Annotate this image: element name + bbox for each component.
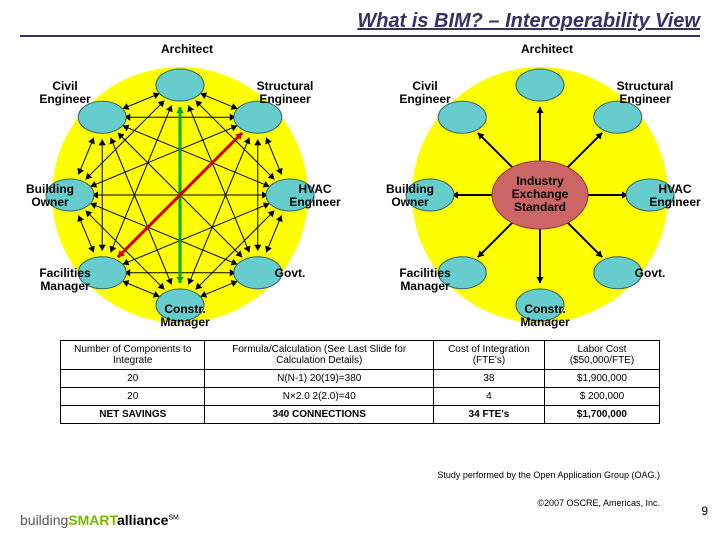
table-header: Formula/Calculation (See Last Slide for …: [205, 341, 433, 370]
title-bar: What is BIM? – Interoperability View: [20, 10, 700, 37]
diagram-right: IndustryExchangeStandardArchitectStructu…: [360, 60, 720, 330]
node-label-owner: BuildingOwner: [375, 183, 445, 209]
table-row: 20N×2.0 2(2.0)=404$ 200,000: [61, 388, 660, 406]
node-label-facilities: FacilitiesManager: [390, 267, 460, 293]
table-net-row: NET SAVINGS340 CONNECTIONS34 FTE's$1,700…: [61, 406, 660, 424]
table-header: Cost of Integration (FTE's): [433, 341, 544, 370]
diagrams-row: ArchitectStructuralEngineerHVACEngineerG…: [0, 60, 720, 330]
logo-part2: SMART: [68, 512, 117, 528]
logo-part1: building: [20, 512, 68, 528]
node-label-constr: Constr.Manager: [510, 303, 580, 329]
table-cell: N(N-1) 20(19)=380: [205, 370, 433, 388]
node-label-owner: BuildingOwner: [15, 183, 85, 209]
comparison-table: Number of Components to IntegrateFormula…: [60, 340, 660, 424]
copyright-text: ©2007 OSCRE, Americas, Inc.: [537, 498, 660, 508]
hub-label: IndustryExchangeStandard: [500, 175, 580, 215]
table-cell: N×2.0 2(2.0)=40: [205, 388, 433, 406]
node-label-govt: Govt.: [255, 267, 325, 280]
node-label-architect: Architect: [512, 43, 582, 56]
logo: buildingSMARTallianceSM: [20, 512, 179, 528]
table-cell: 38: [433, 370, 544, 388]
node-label-govt: Govt.: [615, 267, 685, 280]
node-label-constr: Constr.Manager: [150, 303, 220, 329]
table-cell: 20: [61, 388, 205, 406]
table-cell: 340 CONNECTIONS: [205, 406, 433, 424]
table-cell: 20: [61, 370, 205, 388]
logo-part3: alliance: [117, 512, 168, 528]
diagram-left: ArchitectStructuralEngineerHVACEngineerG…: [0, 60, 360, 330]
table-header: Number of Components to Integrate: [61, 341, 205, 370]
node-label-civil: CivilEngineer: [30, 80, 100, 106]
table-row: 20N(N-1) 20(19)=38038$1,900,000: [61, 370, 660, 388]
node-label-civil: CivilEngineer: [390, 80, 460, 106]
node-label-structural: StructuralEngineer: [610, 80, 680, 106]
node-label-facilities: FacilitiesManager: [30, 267, 100, 293]
attribution-text: Study performed by the Open Application …: [437, 470, 660, 480]
table-cell: 34 FTE's: [433, 406, 544, 424]
node-label-architect: Architect: [152, 43, 222, 56]
table-header: Labor Cost ($50,000/FTE): [544, 341, 659, 370]
table-cell: $1,700,000: [544, 406, 659, 424]
page-title: What is BIM? – Interoperability View: [357, 10, 700, 32]
table-cell: 4: [433, 388, 544, 406]
table-cell: NET SAVINGS: [61, 406, 205, 424]
logo-sm: SM: [168, 514, 179, 521]
table-cell: $ 200,000: [544, 388, 659, 406]
node-label-hvac: HVACEngineer: [640, 183, 710, 209]
node-label-hvac: HVACEngineer: [280, 183, 350, 209]
page-number: 9: [701, 504, 708, 518]
node-label-structural: StructuralEngineer: [250, 80, 320, 106]
table-cell: $1,900,000: [544, 370, 659, 388]
